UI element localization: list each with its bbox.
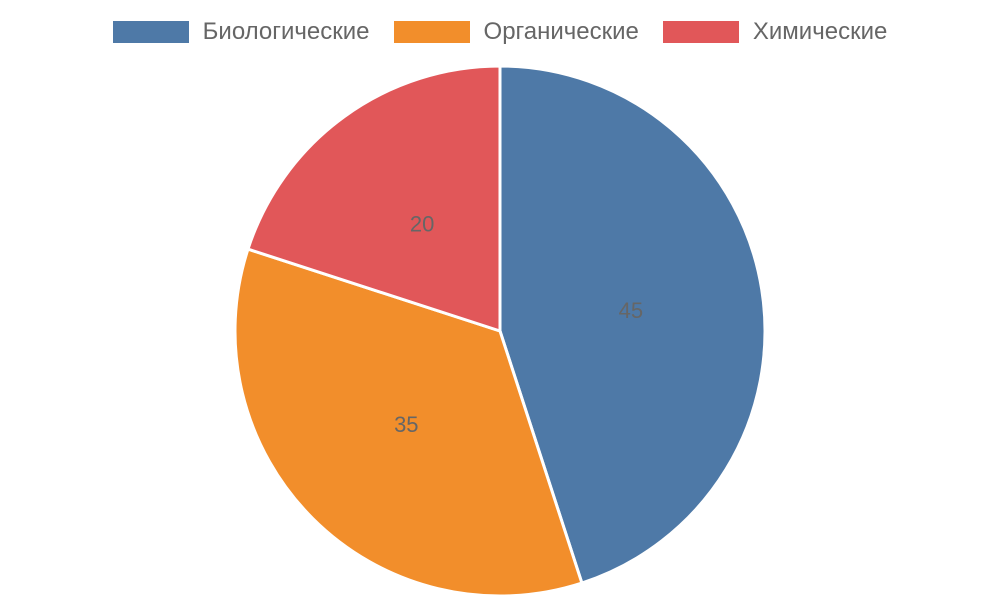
legend-item-organic[interactable]: Органические xyxy=(393,18,639,46)
legend-label-chemical: Химические xyxy=(752,18,888,45)
legend-item-biological[interactable]: Биологические xyxy=(112,18,370,46)
data-label-chemical: 20 xyxy=(410,211,434,236)
pie-slice-chemical[interactable] xyxy=(246,64,502,333)
data-label-organic: 35 xyxy=(394,412,418,437)
pie-slice-organic[interactable] xyxy=(233,247,584,598)
legend-swatch-biological xyxy=(112,21,189,43)
legend-swatch-chemical xyxy=(662,21,739,43)
legend-label-organic: Органические xyxy=(483,18,639,45)
chart-legend: Биологические Органические Химические xyxy=(0,18,1000,46)
data-label-biological: 45 xyxy=(619,298,643,323)
legend-label-biological: Биологические xyxy=(202,18,370,45)
legend-item-chemical[interactable]: Химические xyxy=(662,18,888,46)
pie-slice-biological[interactable] xyxy=(498,64,767,585)
legend-swatch-organic xyxy=(393,21,470,43)
